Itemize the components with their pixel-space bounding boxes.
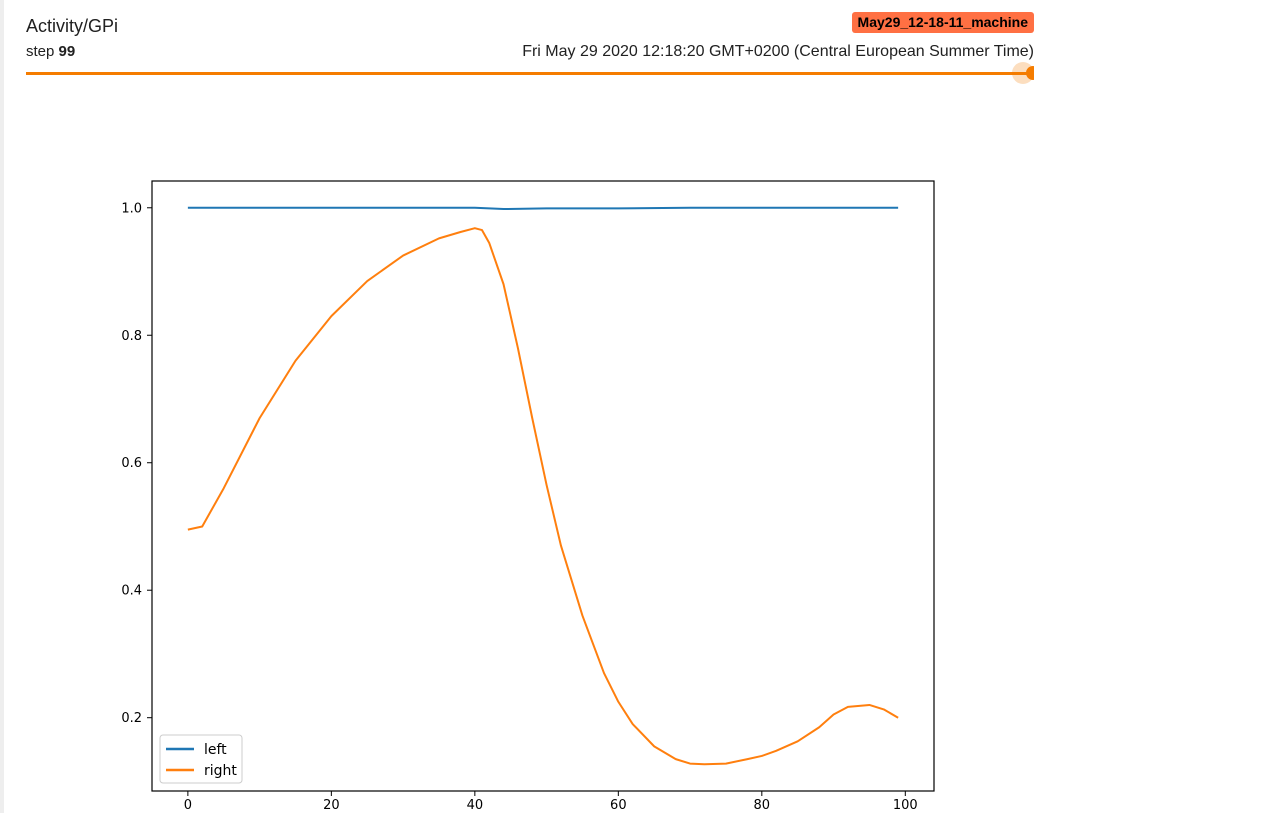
step-slider-thumb[interactable] bbox=[1026, 66, 1034, 80]
legend-label-right: right bbox=[204, 763, 237, 779]
step-value: 99 bbox=[58, 43, 76, 60]
x-tick-label: 60 bbox=[610, 798, 627, 813]
wall-time: Fri May 29 2020 12:18:20 GMT+0200 (Centr… bbox=[522, 43, 1034, 60]
x-tick-label: 40 bbox=[467, 798, 484, 813]
y-tick-label: 0.6 bbox=[121, 456, 142, 471]
y-tick-label: 0.4 bbox=[121, 584, 142, 599]
series-line-right bbox=[187, 227, 899, 766]
tag-title: Activity/GPi bbox=[26, 16, 119, 36]
series-line-left bbox=[187, 206, 899, 211]
step-slider[interactable] bbox=[1012, 58, 1034, 88]
y-tick-label: 0.2 bbox=[121, 711, 142, 726]
plot-image: 0 20 40 60 80 100 0.2 0.4 0.6 0.8 1.0 left right bbox=[100, 160, 960, 813]
image-card-header: Activity/GPi step 99 May29_12-18-11_mach… bbox=[26, 0, 1034, 90]
x-tick-label: 20 bbox=[323, 798, 340, 813]
legend-label-left: left bbox=[204, 742, 227, 758]
x-tick-label: 80 bbox=[754, 798, 771, 813]
x-tick-label: 100 bbox=[893, 798, 918, 813]
x-tick-label: 0 bbox=[184, 798, 192, 813]
step-slider-track[interactable] bbox=[26, 72, 1034, 75]
run-badge: May29_12-18-11_machine bbox=[851, 12, 1034, 33]
y-tick-label: 1.0 bbox=[121, 201, 142, 216]
step-label: step bbox=[26, 43, 55, 60]
plot-frame bbox=[151, 180, 935, 792]
y-tick-label: 0.8 bbox=[121, 329, 142, 344]
line-chart: 0 20 40 60 80 100 0.2 0.4 0.6 0.8 1.0 left right bbox=[121, 180, 935, 813]
card-left-border bbox=[0, 0, 4, 813]
step-indicator: step 99 bbox=[26, 43, 75, 60]
